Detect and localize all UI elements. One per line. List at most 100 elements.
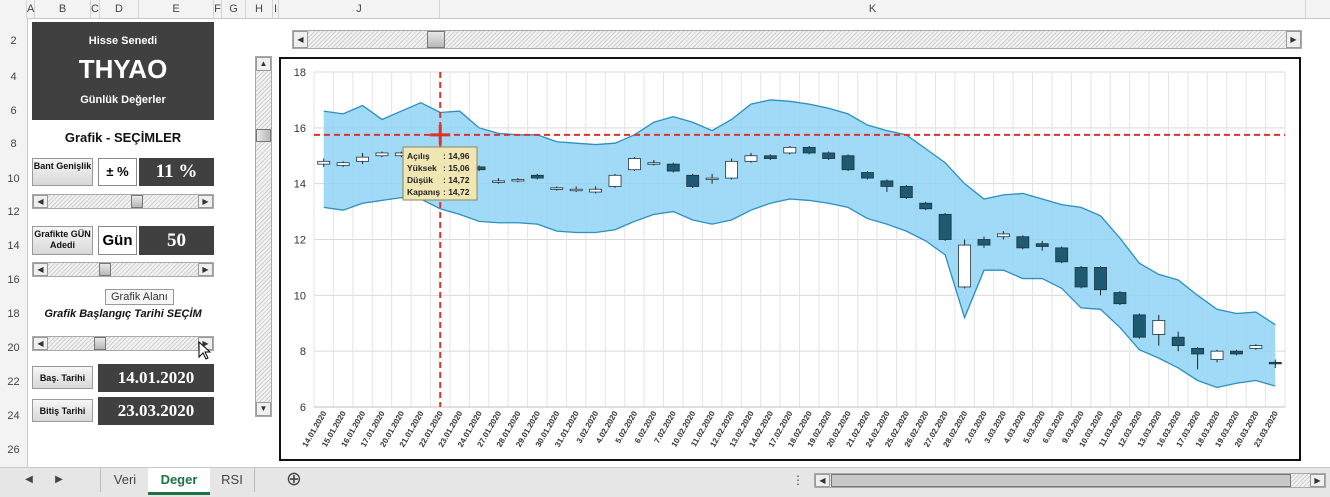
scroll-left-arrow-icon[interactable]: ◀ (293, 31, 308, 48)
ohlc-tooltip-value: : 14,96 (443, 151, 470, 161)
ohlc-tooltip-value: : 14,72 (443, 175, 470, 185)
chart-vertical-scrollbar[interactable]: ▲ ▼ (255, 56, 272, 417)
column-header-b[interactable]: B (35, 0, 91, 18)
band-width-button[interactable]: Bant Genişlik (32, 158, 93, 186)
days-scrollbar[interactable]: ◀ ▶ (32, 262, 214, 277)
row-number[interactable]: 22 (7, 376, 20, 388)
candle-body (899, 186, 913, 199)
candle-body (569, 188, 583, 192)
column-header-g[interactable]: G (222, 0, 246, 18)
candle-body (744, 155, 758, 162)
row-number[interactable]: 18 (7, 308, 20, 320)
days-value: 50 (139, 226, 214, 255)
start-date-slider-thumb[interactable] (94, 337, 106, 350)
more-options-icon[interactable]: ⋮ (792, 473, 804, 487)
row-number[interactable]: 2 (10, 35, 17, 47)
end-date-button[interactable]: Bitiş Tarihi (32, 399, 93, 422)
section-title: Grafik - SEÇİMLER (64, 130, 182, 145)
chart-frame[interactable]: 6 8 10 12 14 16 18 14.01.2020 15.01.2020 16.01.20… (279, 57, 1301, 461)
candle-body (1230, 350, 1243, 355)
candle-body (666, 163, 680, 172)
candle-body (530, 174, 544, 179)
scroll-right-arrow-icon[interactable]: ▶ (198, 263, 213, 276)
row-number[interactable]: 16 (7, 274, 20, 286)
tab-rsi[interactable]: RSI (210, 468, 255, 492)
vertical-scroll-thumb[interactable] (256, 129, 271, 142)
days-slider-thumb[interactable] (99, 263, 111, 276)
column-header-a[interactable]: A (27, 0, 35, 18)
candle-body (1132, 314, 1146, 338)
column-header-c[interactable]: C (91, 0, 100, 18)
scroll-down-arrow-icon[interactable]: ▼ (256, 402, 271, 416)
scroll-left-arrow-icon[interactable]: ◀ (33, 263, 48, 276)
y-tick-label: 10 (294, 290, 306, 302)
column-header-h[interactable]: H (246, 0, 273, 18)
start-date-button[interactable]: Baş. Tarihi (32, 366, 93, 389)
column-header-i[interactable]: I (273, 0, 279, 18)
row-number[interactable]: 14 (7, 240, 20, 252)
column-header-e[interactable]: E (139, 0, 214, 18)
start-date-value: 14.01.2020 (98, 364, 214, 392)
next-sheet-arrow-icon[interactable]: ▶ (55, 474, 63, 485)
y-tick-label: 6 (300, 402, 306, 414)
sheet-scroll-thumb[interactable] (831, 474, 1291, 487)
tab-veri[interactable]: Veri (100, 468, 149, 492)
days-label: Gün (98, 226, 137, 255)
tab-deger[interactable]: Deger (148, 468, 210, 495)
column-header-k[interactable]: K (440, 0, 1306, 18)
column-header-f[interactable]: F (214, 0, 222, 18)
candle-body (841, 155, 855, 171)
sheet-tab-bar: ◀ ▶ Veri Deger RSI ⊕ ⋮ ◀ ▶ (0, 467, 1330, 497)
row-number[interactable]: 6 (10, 105, 17, 117)
add-sheet-icon[interactable]: ⊕ (286, 469, 302, 490)
ohlc-tooltip-value: : 15,06 (443, 163, 470, 173)
candle-body (938, 213, 952, 240)
candle-body (1016, 236, 1030, 249)
ohlc-tooltip-label: Kapanış (407, 187, 440, 197)
row-number[interactable]: 10 (7, 173, 20, 185)
select-all-corner[interactable] (0, 0, 27, 18)
candle-body (1249, 345, 1263, 349)
row-number[interactable]: 8 (10, 138, 17, 150)
days-count-button[interactable]: Grafikte GÜN Adedi (32, 226, 93, 255)
column-header-d[interactable]: D (100, 0, 139, 18)
scroll-left-arrow-icon[interactable]: ◀ (33, 195, 48, 208)
start-date-selection-label: Grafik Başlangıç Tarihi SEÇİM (44, 308, 202, 320)
candle-body (1210, 350, 1224, 360)
ohlc-tooltip-label: Yüksek (407, 163, 437, 173)
scroll-right-arrow-icon[interactable]: ▶ (1310, 474, 1325, 487)
ohlc-tooltip-label: Açılış (407, 151, 430, 161)
row-header-bar: 2 4 6 8 10 12 14 16 18 20 22 24 26 (0, 18, 28, 467)
row-number[interactable]: 24 (7, 410, 20, 422)
row-number[interactable]: 20 (7, 342, 20, 354)
scroll-right-arrow-icon[interactable]: ▶ (1286, 31, 1301, 48)
chart-scroll-thumb[interactable] (427, 31, 445, 48)
stock-title-box: Hisse Senedi THYAO Günlük Değerler (32, 22, 214, 120)
candle-body (1152, 320, 1166, 335)
candle-body (1268, 361, 1282, 365)
candle-body (1191, 347, 1205, 355)
candle-body (550, 187, 564, 190)
candle-body (763, 155, 777, 159)
candle-body (336, 162, 350, 166)
start-date-scrollbar[interactable]: ◀ ▶ (32, 336, 214, 351)
row-number[interactable]: 4 (10, 71, 17, 83)
sheet-horizontal-scrollbar[interactable]: ◀ ▶ (814, 473, 1326, 488)
scroll-up-arrow-icon[interactable]: ▲ (256, 57, 271, 71)
band-width-scrollbar[interactable]: ◀ ▶ (32, 194, 214, 209)
scroll-right-arrow-icon[interactable]: ▶ (198, 195, 213, 208)
prev-sheet-arrow-icon[interactable]: ◀ (25, 474, 33, 485)
row-number[interactable]: 12 (7, 206, 20, 218)
candle-body (880, 180, 894, 187)
scroll-left-arrow-icon[interactable]: ◀ (33, 337, 48, 350)
end-date-value: 23.03.2020 (98, 397, 214, 425)
column-header-j[interactable]: J (279, 0, 440, 18)
candlestick-chart[interactable]: 68101214161814.01.202015.01.202016.01.20… (281, 59, 1299, 459)
candle-body (511, 179, 525, 182)
band-lower-line (323, 196, 1276, 389)
row-number[interactable]: 26 (7, 444, 20, 456)
candle-body (977, 239, 991, 246)
scroll-left-arrow-icon[interactable]: ◀ (815, 474, 830, 487)
chart-horizontal-scrollbar[interactable]: ◀ ▶ (292, 30, 1302, 49)
band-width-slider-thumb[interactable] (131, 195, 143, 208)
